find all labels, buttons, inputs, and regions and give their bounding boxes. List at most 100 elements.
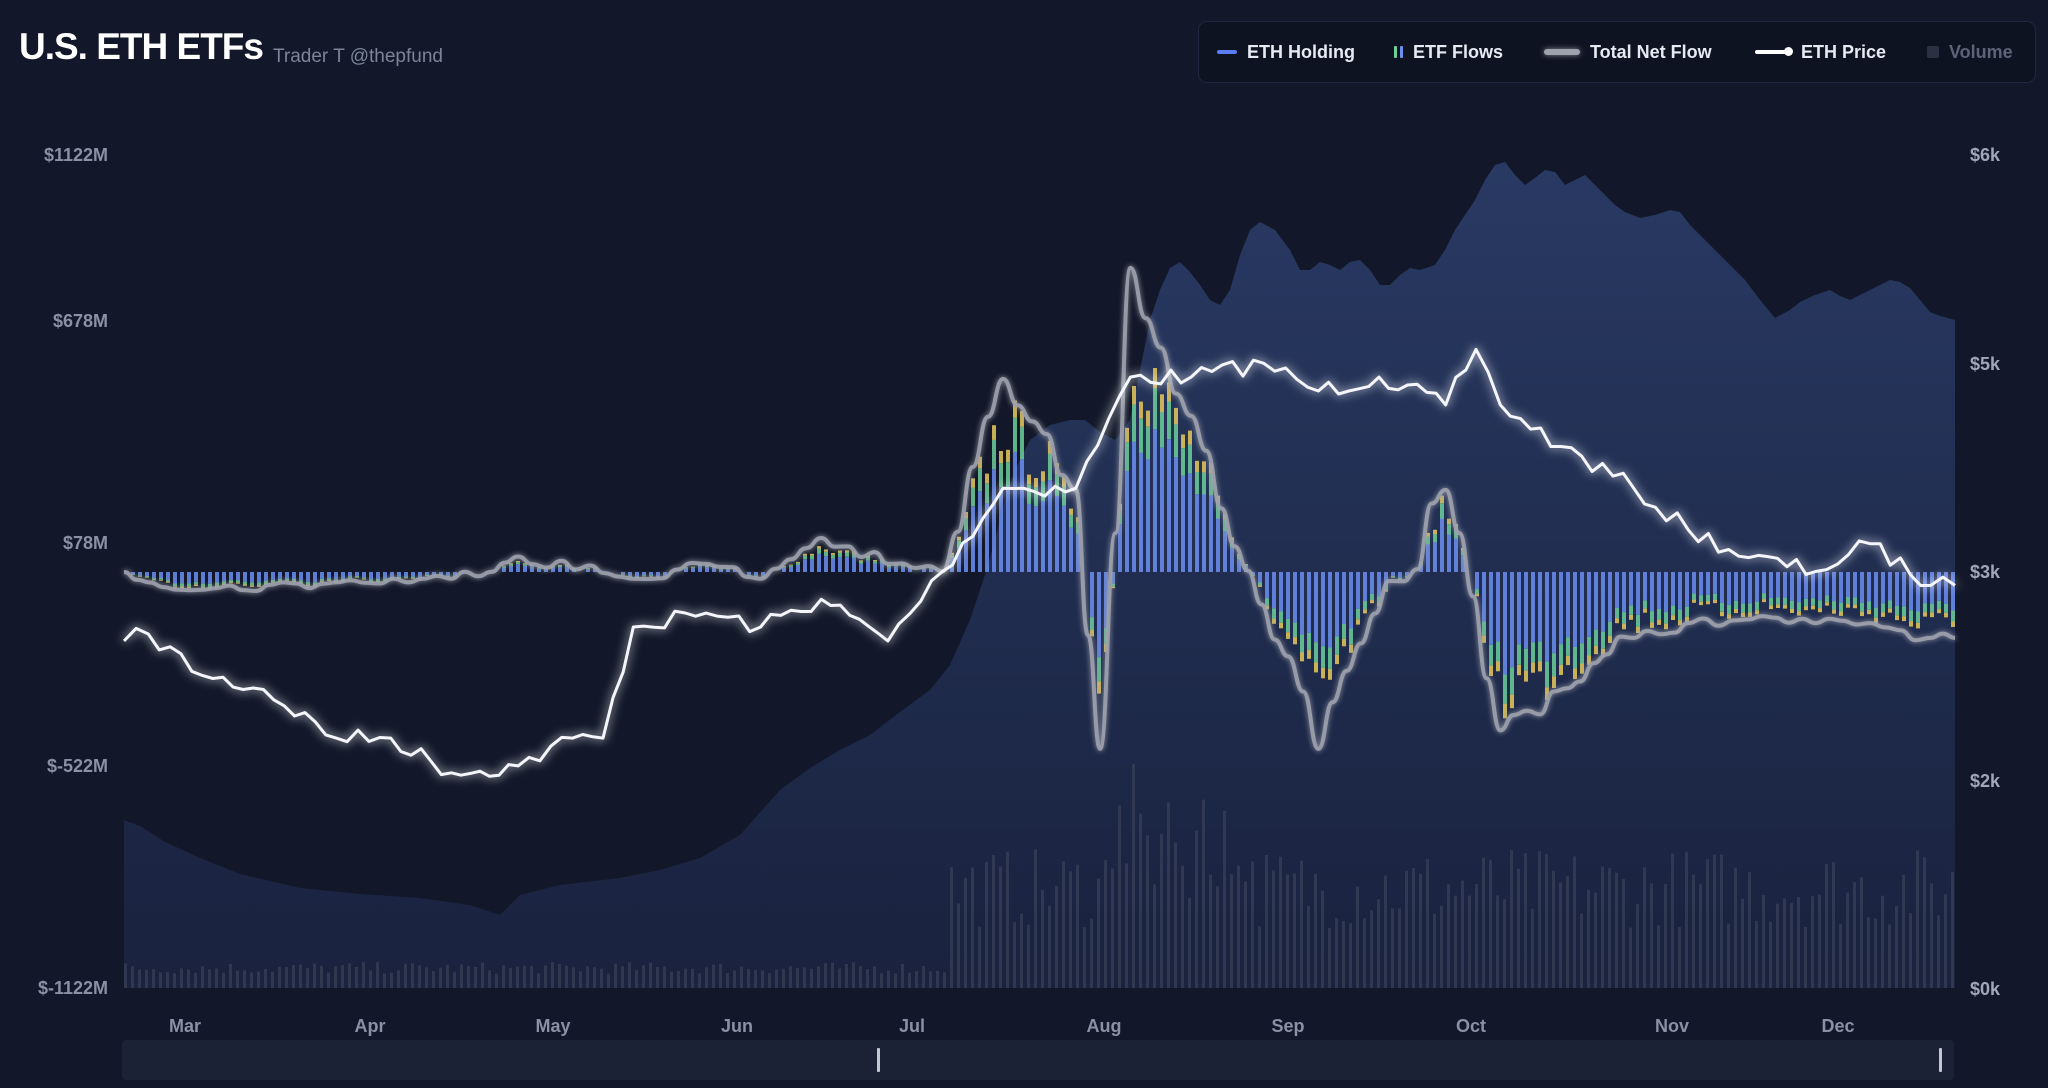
- volume-bar: [950, 867, 953, 988]
- legend-item-total-net-flow[interactable]: Total Net Flow: [1544, 22, 1712, 82]
- flow-bar: [1916, 622, 1920, 629]
- flow-bar: [859, 563, 863, 572]
- eth-holding-swatch-icon: [1217, 50, 1237, 54]
- flow-bar: [1314, 572, 1318, 643]
- flow-bar: [299, 572, 303, 581]
- volume-bar: [1762, 895, 1765, 988]
- flow-bar: [866, 560, 870, 572]
- volume-bar: [1174, 842, 1177, 988]
- flow-bar: [1832, 609, 1836, 614]
- flow-bar: [1902, 606, 1906, 617]
- legend-item-eth-price[interactable]: ETH Price: [1755, 22, 1886, 82]
- volume-bar: [1468, 895, 1471, 988]
- volume-bar: [733, 970, 736, 988]
- flow-bar: [1727, 604, 1731, 615]
- volume-bar: [635, 970, 638, 988]
- volume-bar: [936, 970, 939, 988]
- flow-bar: [1202, 494, 1206, 572]
- flow-bar: [1643, 572, 1647, 601]
- volume-bar: [1629, 927, 1632, 988]
- volume-bar: [1398, 908, 1401, 988]
- flow-bar: [348, 572, 352, 577]
- month-label: May: [535, 1016, 570, 1036]
- navigator-left-handle[interactable]: [877, 1048, 880, 1072]
- volume-bar: [1062, 861, 1065, 988]
- volume-bar: [1405, 870, 1408, 988]
- volume-bar: [1748, 872, 1751, 988]
- flow-bar: [404, 577, 408, 579]
- flow-bar: [1132, 441, 1136, 572]
- flow-bar: [1349, 644, 1353, 653]
- flow-bar: [1776, 597, 1780, 605]
- flow-bar: [1769, 605, 1773, 610]
- flow-bar: [845, 550, 849, 553]
- legend-item-etf-flows[interactable]: ETF Flows: [1394, 22, 1503, 82]
- flow-bar: [229, 572, 233, 580]
- flow-bar: [152, 577, 156, 580]
- legend-item-eth-holding[interactable]: ETH Holding: [1217, 22, 1355, 82]
- left-axis: $1122M $678M $78M $-522M $-1122M: [38, 145, 108, 998]
- volume-bar: [1475, 883, 1478, 988]
- volume-bar: [1265, 855, 1268, 988]
- flow-bar: [1909, 610, 1913, 622]
- flow-bar: [1587, 572, 1591, 637]
- volume-bar: [1048, 905, 1051, 988]
- flow-bar: [1125, 471, 1129, 572]
- left-axis-tick: $-1122M: [38, 978, 108, 998]
- flow-bar: [1538, 572, 1542, 642]
- flow-bar: [397, 572, 401, 577]
- flow-bar: [1076, 522, 1080, 534]
- range-navigator[interactable]: [122, 1040, 1954, 1080]
- flow-bar: [1839, 611, 1843, 616]
- flow-bar: [278, 572, 282, 579]
- volume-bar: [1153, 884, 1156, 988]
- volume-bar: [1412, 868, 1415, 988]
- flow-bar: [208, 572, 212, 584]
- volume-bar: [663, 966, 666, 988]
- flow-bar: [1944, 572, 1948, 604]
- eth-price-line: [122, 347, 1956, 778]
- flow-bar: [1293, 637, 1297, 645]
- volume-bar: [1251, 861, 1254, 988]
- volume-bar: [1615, 872, 1618, 988]
- volume-bar: [1482, 857, 1485, 988]
- legend-item-volume[interactable]: Volume: [1927, 22, 2013, 82]
- flow-bar: [845, 552, 849, 557]
- left-axis-tick: $1122M: [44, 145, 108, 165]
- flow-bar: [1370, 593, 1374, 601]
- flow-bar: [425, 572, 429, 575]
- flow-bar: [1055, 474, 1059, 496]
- volume-bar: [1244, 881, 1247, 988]
- volume-bar: [1237, 865, 1240, 988]
- flow-bar: [761, 572, 765, 577]
- flow-bar: [1405, 576, 1409, 578]
- flow-bar: [1300, 652, 1304, 662]
- flow-bar: [1559, 572, 1563, 645]
- flow-bar: [789, 565, 793, 567]
- flow-bar: [1818, 608, 1822, 613]
- flow-bar: [1398, 577, 1402, 580]
- flow-bar: [698, 564, 702, 567]
- flow-bar: [1916, 611, 1920, 623]
- flow-bar: [971, 506, 975, 572]
- flow-bar: [1629, 605, 1633, 615]
- volume-bar: [726, 973, 729, 988]
- flow-bar: [852, 553, 856, 558]
- flow-bar: [1258, 585, 1262, 587]
- flow-bar: [992, 469, 996, 572]
- volume-bar: [579, 971, 582, 988]
- flow-bar: [1433, 529, 1437, 534]
- flow-bar: [1895, 605, 1899, 616]
- flow-bar: [1048, 440, 1052, 454]
- volume-bar: [894, 973, 897, 988]
- flow-bar: [999, 451, 1003, 464]
- flow-bar: [131, 572, 135, 575]
- navigator-right-handle[interactable]: [1939, 1048, 1942, 1072]
- flow-bar: [173, 572, 177, 584]
- volume-bar: [131, 966, 134, 988]
- chart-title: U.S. ETH ETFs: [19, 26, 264, 67]
- volume-bar: [1552, 870, 1555, 988]
- volume-bar: [138, 969, 141, 988]
- flow-bar: [1279, 622, 1283, 629]
